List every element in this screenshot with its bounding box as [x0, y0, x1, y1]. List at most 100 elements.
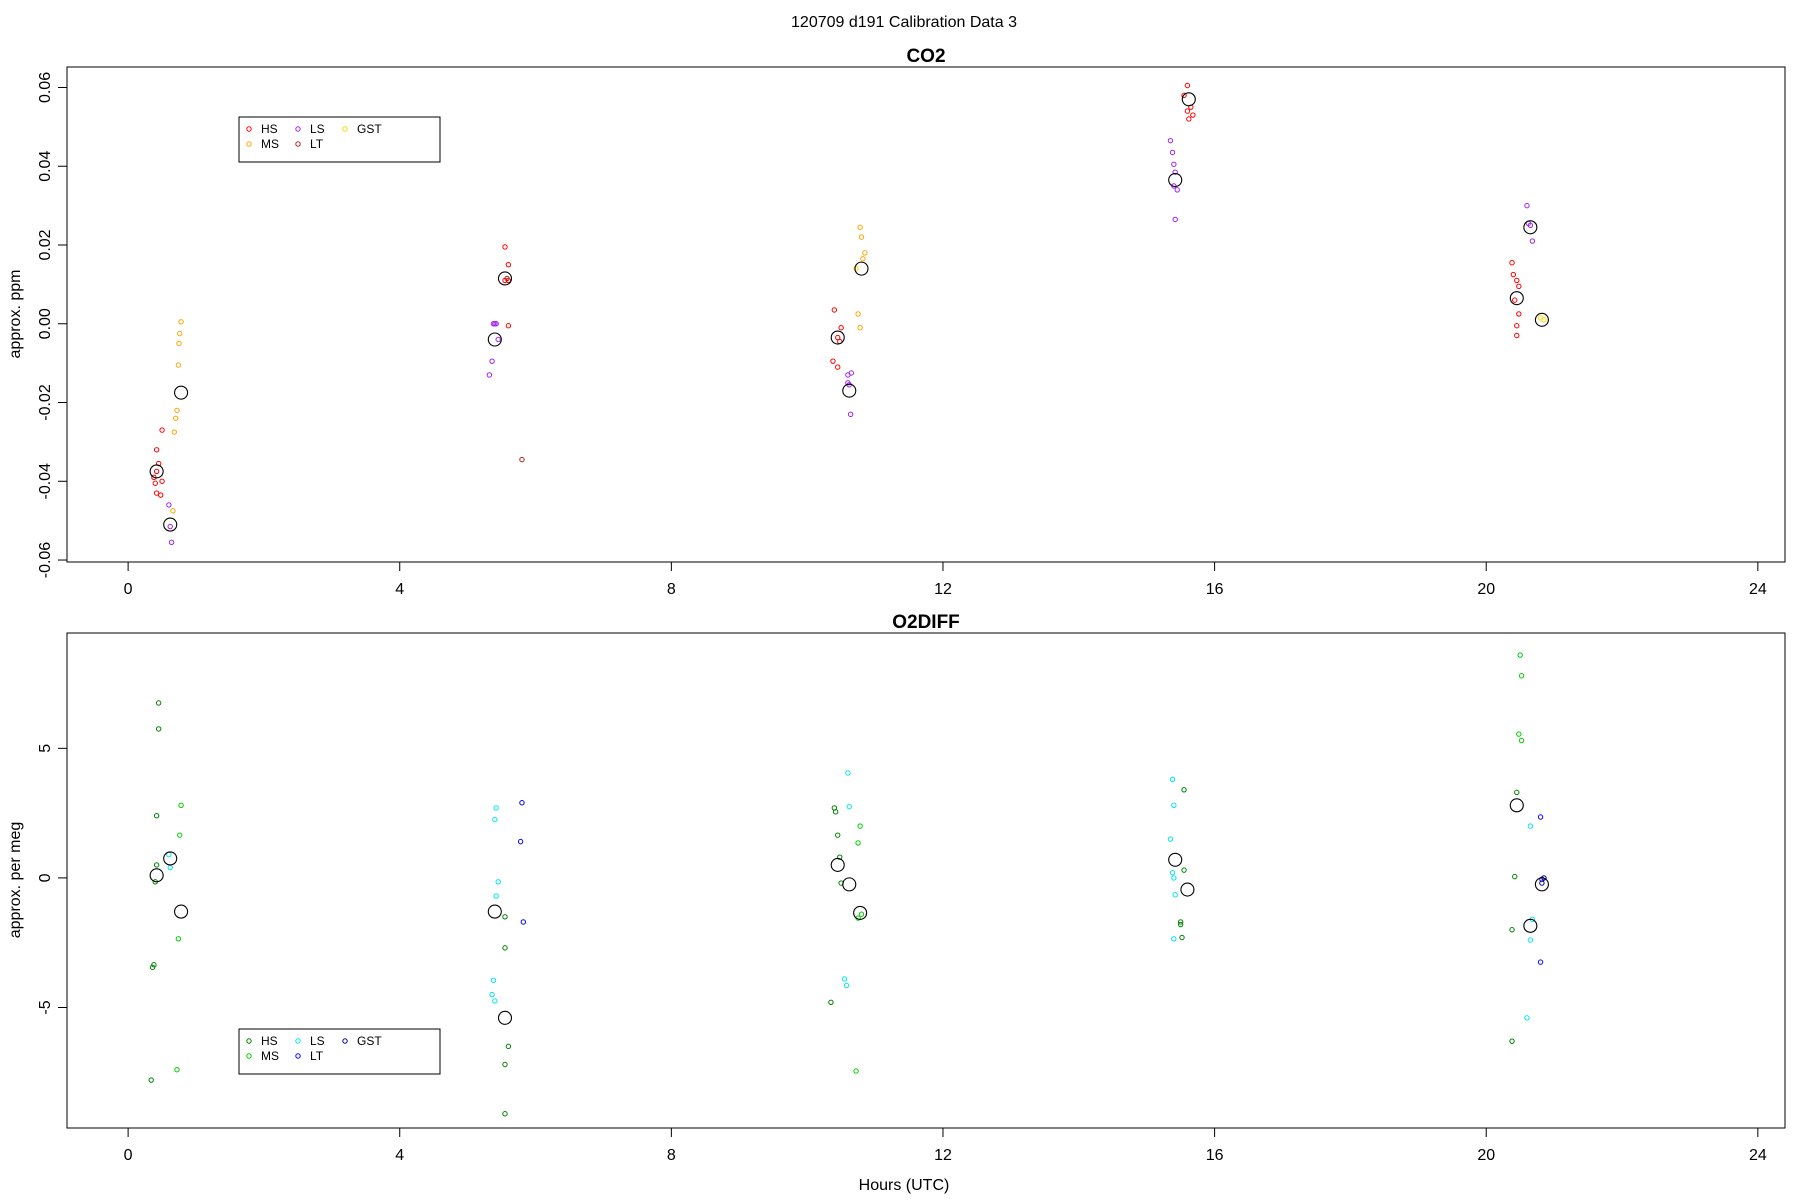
o2diff-x-tick-label: 8	[667, 1147, 676, 1164]
o2diff-point-hs	[151, 962, 157, 968]
co2-y-tick-label: 0.04	[37, 151, 54, 182]
co2-y-axis: -0.06 -0.04 -0.02 0.00 0.02 0.04 0.06	[37, 72, 68, 579]
o2diff-point-hs	[837, 854, 843, 860]
co2-point-ms	[178, 319, 184, 325]
co2-point-ls	[847, 411, 854, 418]
co2-legend-marker-lt	[295, 141, 301, 147]
co2-point-ms	[172, 415, 179, 421]
co2-x-tick-label: 4	[395, 581, 404, 598]
co2-legend-box	[238, 116, 441, 163]
o2diff-point-ls	[1172, 892, 1178, 898]
o2diff-mean-markers	[149, 798, 1549, 1025]
co2-point-ls	[1172, 216, 1178, 223]
co2-mean-marker	[149, 464, 164, 479]
co2-mean-marker	[487, 332, 502, 347]
co2-mean-marker	[842, 383, 857, 398]
o2diff-legend-label-hs: HS	[261, 1034, 278, 1048]
o2diff-point-hs	[1509, 1038, 1515, 1044]
o2diff-y-tick-label: 5	[37, 744, 54, 753]
o2diff-point-ls	[492, 998, 498, 1004]
o2diff-x-tick-label: 24	[1749, 1147, 1767, 1164]
co2-point-ms	[171, 429, 177, 435]
o2diff-point-ls	[1171, 802, 1177, 809]
co2-point-hs	[1516, 283, 1522, 290]
co2-point-ls	[1169, 149, 1176, 156]
co2-point-hs	[1514, 323, 1520, 329]
co2-point-ls	[168, 539, 175, 546]
o2diff-point-lt	[1537, 814, 1544, 820]
co2-point-ls	[848, 370, 855, 376]
o2diff-legend-marker-gst	[342, 1038, 348, 1044]
o2diff-point-hs	[502, 1111, 508, 1117]
co2-point-ms	[857, 224, 863, 230]
co2-point-ls	[492, 321, 498, 327]
o2diff-point-hs	[502, 1061, 508, 1068]
o2diff-legend-marker-ms	[246, 1053, 252, 1059]
o2diff-point-ms	[855, 840, 861, 846]
o2diff-point-ms	[857, 823, 863, 829]
o2diff-mean-marker	[830, 857, 845, 873]
co2-point-ls	[167, 523, 173, 530]
o2diff-mean-marker	[1168, 852, 1183, 867]
o2diff-y-axis-title: approx. per meg	[7, 822, 24, 939]
co2-x-tick-label: 12	[934, 581, 952, 598]
co2-point-hs	[153, 490, 160, 496]
o2diff-point-ls	[489, 991, 495, 998]
o2diff-point-hs	[155, 700, 162, 706]
co2-point-hs	[830, 358, 836, 364]
o2diff-point-hs	[155, 726, 162, 732]
co2-point-ls	[495, 336, 501, 343]
o2diff-point-ms	[853, 1068, 859, 1074]
o2diff-point-ls	[845, 770, 851, 776]
co2-mean-marker	[830, 330, 845, 345]
o2diff-point-ls	[492, 816, 498, 823]
co2-y-tick-label: -0.06	[37, 542, 54, 579]
o2diff-point-ls	[167, 864, 173, 871]
co2-point-ms	[855, 311, 861, 317]
co2-point-hs	[1184, 108, 1191, 114]
co2-point-gst	[853, 265, 859, 272]
o2diff-point-hs	[1512, 873, 1518, 880]
o2diff-point-ls	[490, 977, 497, 983]
co2-point-lt	[519, 456, 525, 463]
o2diff-point-ls	[493, 805, 499, 811]
o2diff-mean-marker	[163, 851, 178, 866]
o2diff-legend-label-lt: LT	[310, 1049, 324, 1063]
o2diff-legend-label-ls: LS	[310, 1034, 325, 1048]
co2-point-ms	[858, 234, 865, 240]
o2diff-mean-marker	[1180, 882, 1195, 897]
co2-point-ls	[166, 502, 172, 508]
o2diff-point-ls	[493, 893, 499, 899]
co2-mean-marker	[1168, 172, 1183, 188]
o2diff-mean-marker	[149, 868, 164, 883]
co2-point-hs	[505, 323, 512, 329]
co2-mean-marker	[1509, 291, 1524, 306]
o2diff-point-lt	[520, 919, 527, 925]
o2diff-point-hs	[505, 1043, 512, 1050]
o2diff-point-ms	[1518, 737, 1525, 744]
o2diff-x-tick-label: 12	[934, 1147, 952, 1164]
o2diff-point-ls	[1171, 936, 1177, 942]
o2diff-point-ms	[178, 802, 184, 809]
co2-y-tick-label: 0.02	[37, 229, 54, 260]
co2-y-tick-label: -0.04	[37, 463, 54, 500]
co2-legend-label-gst: GST	[357, 122, 382, 136]
o2diff-point-hs	[1181, 787, 1187, 793]
o2diff-point-hs	[148, 1077, 154, 1083]
co2-legend-marker-hs	[246, 126, 252, 132]
o2diff-x-tick-label: 16	[1206, 1147, 1224, 1164]
o2diff-point-ms	[858, 911, 865, 917]
co2-point-ls	[1529, 238, 1536, 244]
o2diff-x-tick-label: 4	[395, 1147, 404, 1164]
o2diff-legend-label-gst: GST	[357, 1034, 382, 1048]
o2diff-point-ls	[1167, 836, 1174, 842]
co2-point-ls	[1171, 161, 1177, 167]
co2-point-ls	[1167, 137, 1174, 144]
o2diff-point-hs	[1509, 927, 1515, 933]
co2-point-hs	[1184, 82, 1191, 89]
co2-point-hs	[1514, 277, 1520, 284]
co2-y-axis-title: approx. ppm	[7, 270, 24, 359]
co2-mean-marker	[497, 271, 513, 286]
o2diff-y-axis: -5 0 5	[37, 744, 68, 1015]
